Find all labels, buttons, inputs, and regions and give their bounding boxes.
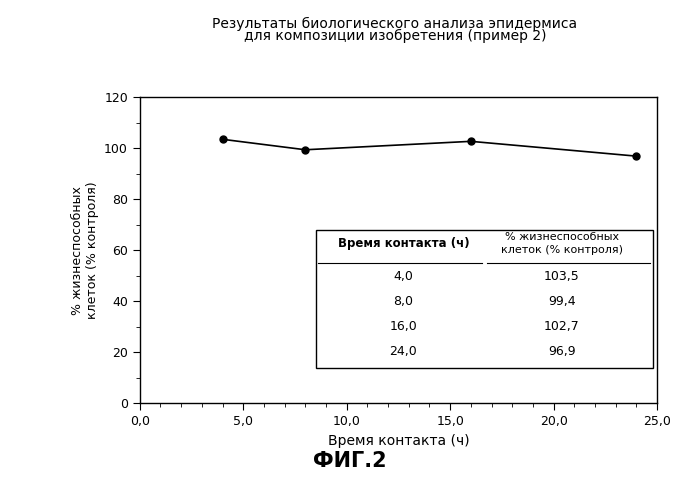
Text: 4,0: 4,0 xyxy=(394,270,413,283)
Text: для композиции изобретения (пример 2): для композиции изобретения (пример 2) xyxy=(244,29,546,43)
Bar xyxy=(316,230,653,367)
Text: % жизнеспособных
клеток (% контроля): % жизнеспособных клеток (% контроля) xyxy=(501,232,623,255)
Text: Время контакта (ч): Время контакта (ч) xyxy=(338,237,469,250)
Text: 99,4: 99,4 xyxy=(548,295,576,308)
Text: 24,0: 24,0 xyxy=(389,345,417,358)
Text: 96,9: 96,9 xyxy=(548,345,576,358)
Text: 16,0: 16,0 xyxy=(389,320,417,333)
Y-axis label: % жизнеспособных
клеток (% контроля): % жизнеспособных клеток (% контроля) xyxy=(71,181,99,319)
Text: 8,0: 8,0 xyxy=(394,295,413,308)
Text: ФИГ.2: ФИГ.2 xyxy=(312,451,387,471)
Text: 102,7: 102,7 xyxy=(544,320,579,333)
Text: Результаты биологического анализа эпидермиса: Результаты биологического анализа эпидер… xyxy=(212,17,577,31)
Text: 103,5: 103,5 xyxy=(544,270,579,283)
X-axis label: Время контакта (ч): Время контакта (ч) xyxy=(328,434,469,448)
